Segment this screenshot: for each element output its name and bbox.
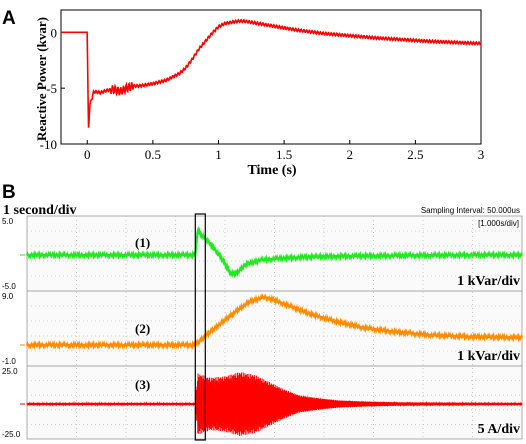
- channel-unit-label: 5 A/div: [478, 422, 520, 437]
- panel-b-label: B: [2, 182, 16, 203]
- panel-a-y-tick-label: 0: [51, 25, 58, 40]
- panel-a-x-tick-label: 0: [84, 147, 91, 162]
- panel-a-x-tick-label: 1: [215, 147, 222, 162]
- channel-ymin-label: -5.0: [2, 282, 16, 291]
- panel-a-x-tick-label: 1.5: [276, 147, 292, 162]
- panel-b: B 1 second/div Sampling Interval: 50.000…: [2, 182, 523, 441]
- channel-ymax-label: 5.0: [2, 217, 14, 226]
- timebase-label: 1 second/div: [3, 203, 77, 218]
- panel-a-x-tick-label: 2: [347, 147, 354, 162]
- scope-channel-1: 5.0 -5.0 (1) 1 kVar/div: [2, 217, 523, 291]
- channel-ymax-label: 25.0: [2, 367, 18, 376]
- channel-trace: [26, 372, 523, 437]
- scope-channel-3: 25.0 -25.0 (3) 5 A/div: [2, 365, 523, 439]
- panel-a-x-ticks: 0 0.5 1 1.5 2 2.5 3: [84, 140, 484, 162]
- channel-trace: [26, 225, 523, 279]
- panel-a: A -10 -5 0 0 0.5 1 1.5 2 2.5 3 Time (s) Reactive…: [2, 8, 484, 178]
- channel-label: (3): [135, 377, 150, 392]
- channel-ymin-label: -1.0: [2, 357, 16, 366]
- panel-a-x-tick-label: 0.5: [145, 147, 161, 162]
- panel-a-x-tick-label: 3: [478, 147, 485, 162]
- channel-ymin-label: -25.0: [2, 430, 21, 439]
- channel-unit-label: 1 kVar/div: [457, 274, 520, 289]
- sampling-interval-label: Sampling Interval: 50.000us: [421, 206, 520, 215]
- channel-unit-label: 1 kVar/div: [457, 349, 520, 364]
- channel-trace: [26, 293, 523, 351]
- panel-a-y-axis-label: Reactive Power (kvar): [34, 17, 49, 141]
- panel-a-y-tick-label: -10: [40, 137, 57, 152]
- time-per-div-label: [1.000s/div]: [478, 219, 519, 228]
- panel-a-label: A: [2, 8, 16, 29]
- channel-label: (1): [135, 235, 150, 250]
- panel-a-y-tick-label: -5: [46, 81, 57, 96]
- panel-a-plot-frame: [60, 9, 482, 145]
- panel-a-x-axis-label: Time (s): [247, 163, 296, 178]
- panel-a-x-tick-label: 2.5: [407, 147, 423, 162]
- channel-ymax-label: 9.0: [2, 292, 14, 301]
- scope-channels: 5.0 -5.0 (1) 1 kVar/div 9.0 -1.0 (2) 1 kVar/div…: [2, 217, 523, 439]
- event-highlight-box: [194, 213, 206, 441]
- panel-a-series-line: [61, 18, 482, 128]
- scope-channel-2: 9.0 -1.0 (2) 1 kVar/div: [2, 290, 523, 366]
- channel-label: (2): [135, 321, 150, 336]
